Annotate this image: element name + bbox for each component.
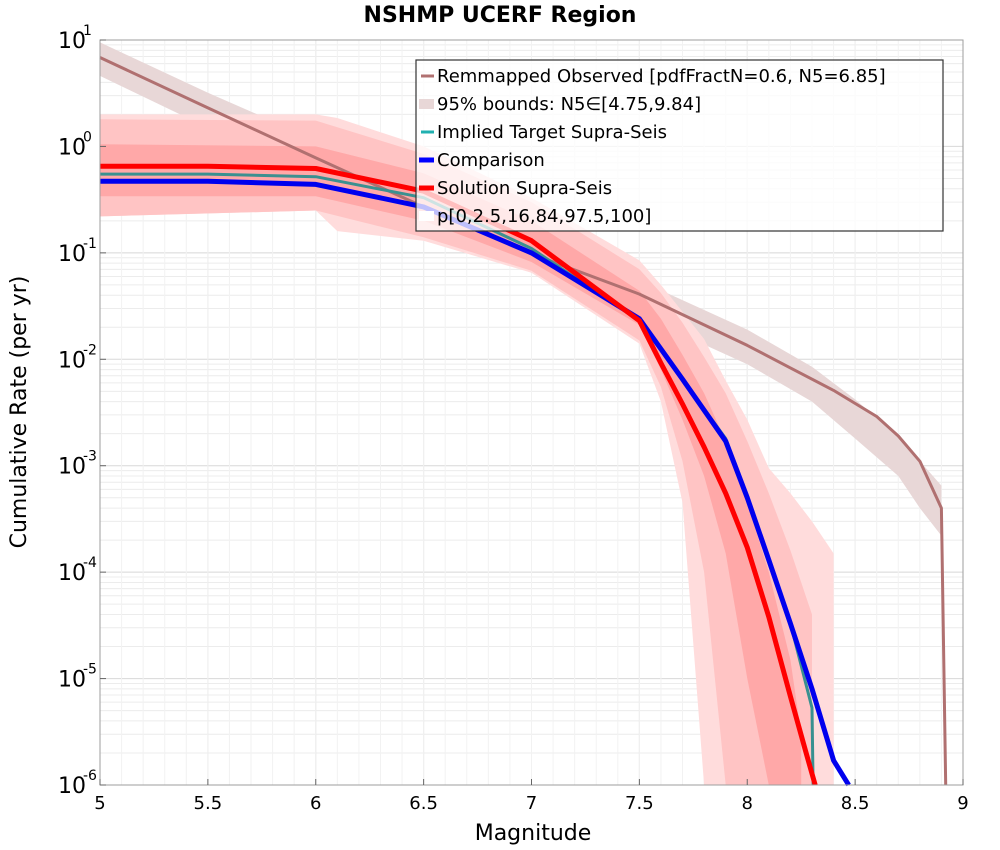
x-tick-label: 6.5 [409,793,438,814]
x-tick-label: 6 [310,793,321,814]
y-tick-label: 10 [58,561,86,586]
x-tick-label: 7.5 [625,793,654,814]
x-axis-ticks: 5 5.5 6 6.5 7 7.5 8 8.5 9 [94,779,969,814]
bands [100,42,942,786]
y-tick-label: 10 [58,668,86,693]
legend-label: Comparison [437,150,545,171]
x-tick-label: 8 [742,793,753,814]
y-tick-exponent: 1 [83,23,92,39]
y-tick-label: 10 [58,29,86,54]
y-tick-exponent: -2 [83,342,97,358]
y-tick-label: 10 [58,135,86,160]
legend: Remmapped Observed [pdfFractN=0.6, N5=6.… [415,59,944,232]
y-tick-label: 10 [58,774,86,799]
y-tick-label: 10 [58,455,86,480]
band-p2-5-p97-5 [100,119,812,786]
legend-swatch [419,99,434,109]
y-tick-exponent: -1 [83,236,97,252]
y-tick-exponent: -5 [83,662,97,678]
x-tick-label: 9 [957,793,968,814]
x-axis-label: Magnitude [475,821,592,846]
series-line-solution [100,163,818,786]
band-p16-p84 [100,144,802,785]
x-tick-label: 8.5 [841,793,870,814]
x-tick-label: 5 [94,793,105,814]
x-tick-label: 7 [526,793,537,814]
legend-box [415,59,944,232]
y-tick-exponent: 0 [83,129,92,145]
y-tick-label: 10 [58,348,86,373]
legend-swatch [419,211,434,221]
legend-label: p[0,2.5,16,84,97.5,100] [437,206,651,227]
y-tick-label: 10 [58,242,86,267]
y-tick-exponent: -4 [83,555,97,571]
legend-label: Implied Target Supra-Seis [437,122,667,143]
series-line-remmapped [99,56,948,786]
legend-label: Remmapped Observed [pdfFractN=0.6, N5=6.… [437,66,886,87]
y-axis-label: Cumulative Rate (per yr) [7,276,32,549]
legend-label: Solution Supra-Seis [437,178,612,199]
series [99,56,948,787]
y-tick-exponent: -3 [83,449,97,465]
series-line-comparison [100,178,851,787]
y-tick-exponent: -6 [83,768,97,784]
chart-title: NSHMP UCERF Region [364,3,637,28]
x-tick-label: 5.5 [194,793,223,814]
legend-label: 95% bounds: N5∈[4.75,9.84] [437,94,701,115]
